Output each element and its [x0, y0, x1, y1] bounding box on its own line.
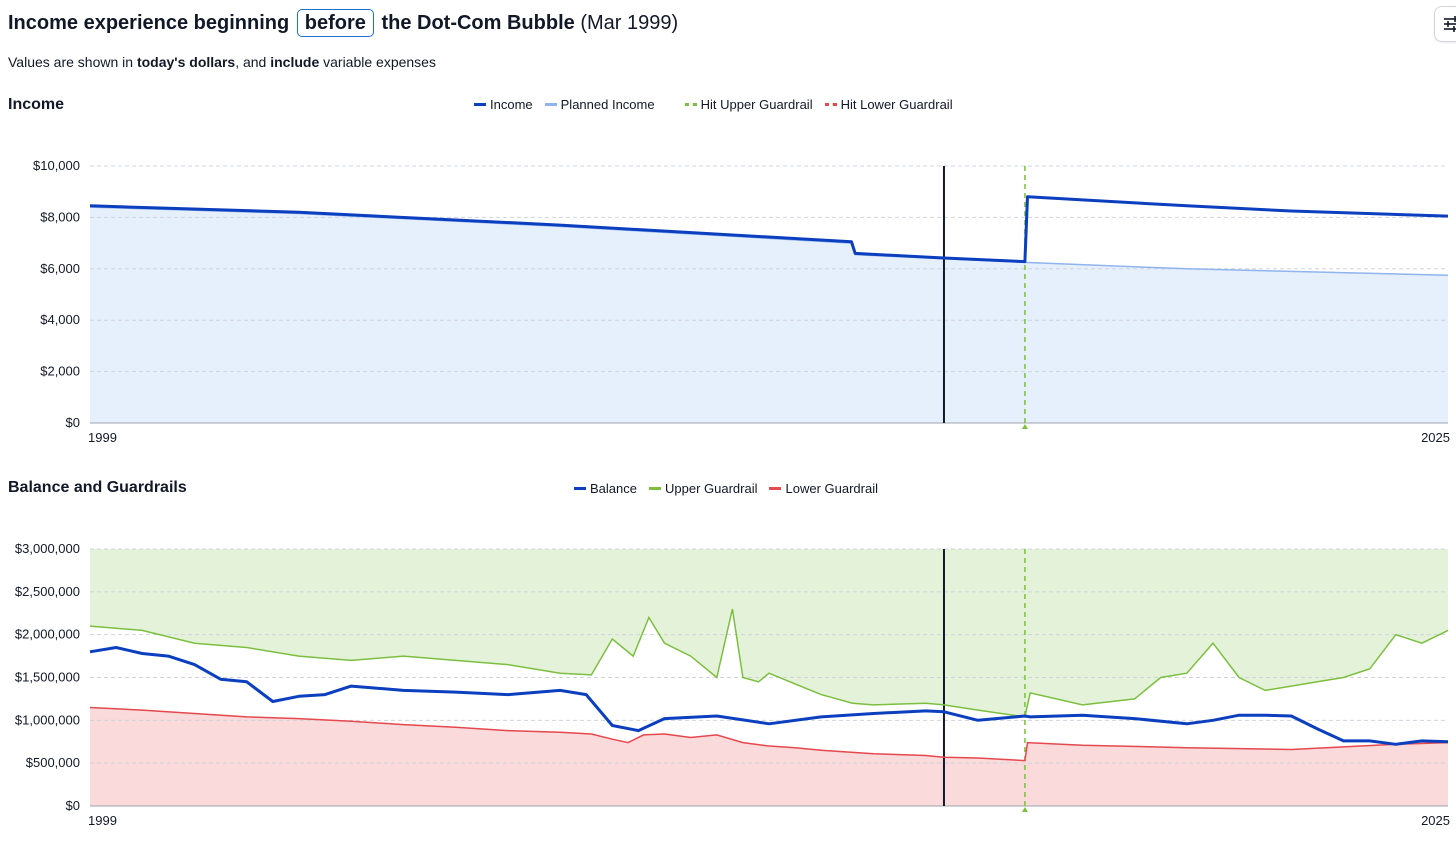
balance-y-tick-label: $3,000,000 — [15, 541, 80, 556]
planned-income-area — [90, 207, 1448, 423]
legend-swatch-hit-lower — [824, 103, 837, 106]
income-line — [89, 195, 1449, 264]
income-legend: Income Planned Income Hit Upper Guardrai… — [474, 97, 965, 112]
subtitle-bold-2: include — [270, 54, 320, 70]
period-select[interactable]: before — [296, 9, 374, 37]
title-date: (Mar 1999) — [580, 12, 679, 34]
balance-legend: Balance Upper Guardrail Lower Guardrail — [574, 481, 890, 496]
legend-item-balance[interactable]: Balance — [574, 481, 637, 496]
legend-swatch-planned-income — [544, 103, 557, 106]
legend-swatch-upper-guardrail — [648, 487, 661, 490]
legend-item-income[interactable]: Income — [474, 97, 533, 112]
upper-guardrail-area — [90, 549, 1448, 717]
settings-button[interactable] — [1434, 6, 1456, 42]
balance-x-tick-label: 1999 — [88, 813, 117, 828]
balance-y-tick-label: $1,000,000 — [15, 712, 80, 727]
legend-item-lower-guardrail[interactable]: Lower Guardrail — [769, 481, 878, 496]
balance-upper-guardrail-hit-arrow — [1021, 807, 1028, 812]
sliders-icon — [1444, 16, 1456, 32]
income-chart-title: Income — [8, 96, 65, 113]
balance-chart-title: Balance and Guardrails — [8, 479, 187, 496]
subtitle-text-2: , and — [235, 54, 271, 70]
income-y-tick-label: $6,000 — [40, 261, 80, 276]
upper-guardrail-line — [89, 608, 1449, 718]
legend-item-hit-lower[interactable]: Hit Lower Guardrail — [824, 97, 953, 112]
legend-swatch-lower-guardrail — [769, 487, 782, 490]
title-prefix: Income experience beginning — [8, 12, 290, 34]
page-header: Income experience beginning before the D… — [8, 6, 1456, 42]
page-title: Income experience beginning before the D… — [8, 8, 1456, 38]
legend-label-lower-guardrail: Lower Guardrail — [785, 481, 878, 496]
income-x-tick-label: 1999 — [88, 430, 117, 445]
balance-y-tick-label: $2,000,000 — [15, 627, 80, 642]
legend-label-hit-lower: Hit Lower Guardrail — [840, 97, 953, 112]
subtitle-text-1: Values are shown in — [8, 54, 137, 70]
legend-label-planned-income: Planned Income — [560, 97, 655, 112]
lower-guardrail-line — [89, 706, 1449, 762]
income-upper-guardrail-hit-arrow — [1021, 424, 1028, 429]
legend-label-balance: Balance — [590, 481, 637, 496]
legend-swatch-hit-upper — [684, 103, 697, 106]
legend-label-income: Income — [490, 97, 533, 112]
lower-guardrail-area — [90, 707, 1448, 806]
page-subtitle: Values are shown in today's dollars, and… — [8, 54, 436, 70]
income-y-tick-label: $2,000 — [40, 364, 80, 379]
legend-item-hit-upper[interactable]: Hit Upper Guardrail — [684, 97, 813, 112]
income-x-tick-label: 2025 — [1421, 430, 1450, 445]
legend-swatch-balance — [574, 487, 586, 490]
income-y-tick-label: $0 — [66, 415, 80, 430]
legend-item-planned-income[interactable]: Planned Income — [544, 97, 655, 112]
subtitle-text-3: variable expenses — [319, 54, 436, 70]
legend-item-upper-guardrail[interactable]: Upper Guardrail — [648, 481, 758, 496]
income-y-tick-label: $10,000 — [33, 158, 80, 173]
title-suffix: the Dot-Com Bubble — [381, 12, 575, 34]
income-y-tick-label: $8,000 — [40, 209, 80, 224]
balance-line — [89, 646, 1449, 746]
balance-y-tick-label: $2,500,000 — [15, 584, 80, 599]
legend-label-hit-upper: Hit Upper Guardrail — [700, 97, 813, 112]
income-y-tick-label: $4,000 — [40, 312, 80, 327]
balance-y-tick-label: $500,000 — [26, 755, 80, 770]
legend-swatch-income — [474, 103, 486, 106]
balance-x-tick-label: 2025 — [1421, 813, 1450, 828]
legend-label-upper-guardrail: Upper Guardrail — [664, 481, 758, 496]
subtitle-bold-1: today's dollars — [136, 54, 236, 70]
balance-y-tick-label: $0 — [66, 798, 80, 813]
balance-y-tick-label: $1,500,000 — [15, 670, 80, 685]
